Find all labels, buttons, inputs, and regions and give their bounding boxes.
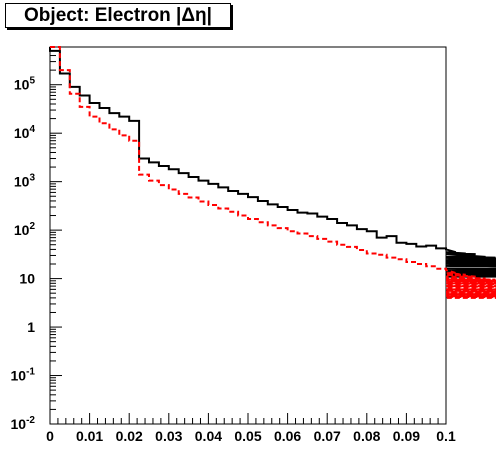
histogram-series <box>49 46 496 299</box>
x-tick-label: 0.06 <box>274 428 301 444</box>
x-tick-label: 0.07 <box>314 428 341 444</box>
y-tick-label: 10 <box>19 271 35 287</box>
y-tick-label: 1 <box>27 319 35 335</box>
x-tick-label: 0.03 <box>155 428 182 444</box>
x-tick-label: 0.04 <box>195 428 222 444</box>
y-tick-label: 10-2 <box>11 415 36 432</box>
y-tick-label: 102 <box>14 221 36 238</box>
chart-title: Object: Electron |Δη| <box>5 3 231 28</box>
x-axis: 0 0.01 0.02 0.03 0.04 0.05 0.06 0.07 0.08 0.09 0.1 <box>46 413 456 444</box>
histogram-line-2 <box>50 46 496 299</box>
x-tick-label: 0.01 <box>76 428 103 444</box>
x-tick-label: 0.1 <box>436 428 456 444</box>
x-tick-label: 0.08 <box>353 428 380 444</box>
histogram-line-1 <box>49 47 496 278</box>
y-tick-label: 104 <box>14 124 36 141</box>
x-tick-label: 0.05 <box>234 428 261 444</box>
x-tick-label: 0.02 <box>116 428 143 444</box>
x-tick-label: 0.09 <box>393 428 420 444</box>
y-tick-label: 10-1 <box>11 367 36 384</box>
x-tick-label: 0 <box>46 428 54 444</box>
y-tick-label: 103 <box>14 173 36 190</box>
y-tick-label: 105 <box>14 76 36 93</box>
y-axis: 10-2 10-1 1 10 102 103 104 105 <box>11 46 62 432</box>
